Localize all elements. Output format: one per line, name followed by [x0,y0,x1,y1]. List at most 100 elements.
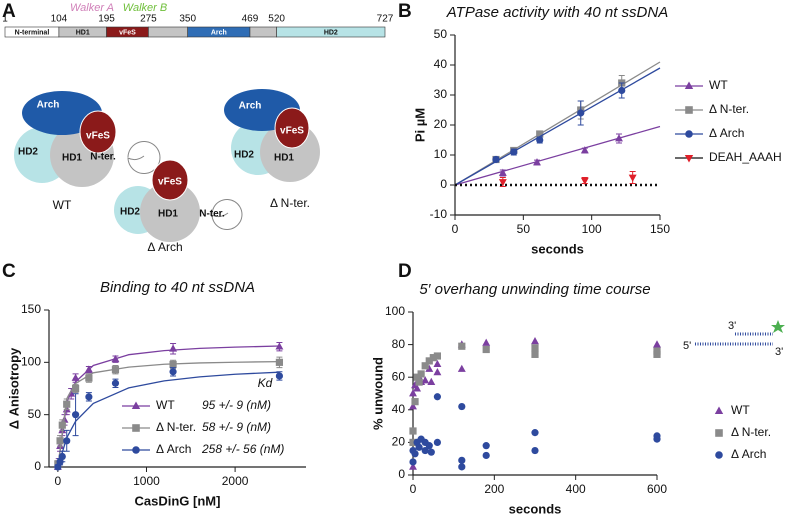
point [531,350,539,358]
point [409,458,417,466]
point [409,389,417,397]
x-tick-label: 600 [647,482,667,496]
point [433,393,441,401]
x-tick-label: 400 [566,482,586,496]
point [169,368,177,376]
point [433,352,441,360]
strand-end: 3' [728,320,736,332]
point [482,451,490,460]
residue-label: 727 [377,14,394,25]
y-axis-label: % unwound [370,357,385,430]
panel-label: A [2,1,16,22]
y-tick-label: -10 [430,207,448,221]
legend-label: Δ Arch [731,447,766,461]
legend-label: WT [156,398,175,412]
legend-label: Δ Arch [709,126,744,140]
vfes [151,159,189,201]
y-axis-label: Δ Anisotropy [6,347,21,429]
point [615,134,623,142]
y-tick-label: 40 [434,57,448,71]
point [63,400,71,408]
y-tick-label: 80 [392,337,406,351]
point [458,342,466,350]
point [531,344,539,352]
point [498,179,507,187]
label: HD2 [120,207,140,218]
y-tick-label: 0 [440,177,447,191]
point [531,446,539,455]
cartoon-wt: Arch vFeS HD2 HD1 N-ter. WT [14,91,161,212]
point [131,401,141,410]
panel-label: C [2,261,16,282]
kd-label: 95 +/- 9 (nM) [202,398,271,412]
point [580,177,589,185]
point [413,373,421,381]
point [427,448,435,456]
cartoon-name: Δ N-ter. [270,196,310,210]
point [433,359,442,368]
x-tick-label: 2000 [222,474,249,488]
point [85,374,93,382]
domain-label: HD2 [324,29,338,36]
panel-label: D [398,261,412,282]
y-tick-label: 100 [385,304,405,318]
x-axis-label: seconds [531,241,584,256]
label: N-ter. [199,209,225,220]
domain-label: N-terminal [15,29,50,36]
fit-line [57,371,280,468]
point [63,437,71,445]
panel-label: B [398,1,412,22]
residue-label: 104 [51,14,68,25]
domain [148,26,188,38]
point [409,427,417,435]
point [482,345,490,354]
point [425,364,434,372]
domain-label: HD1 [76,29,90,36]
y-tick-label: 40 [392,402,406,416]
point [714,406,724,415]
point [685,106,693,114]
point [433,438,441,446]
point [482,338,491,346]
residue-label: 1 [2,14,8,25]
point [536,130,544,138]
point [111,379,120,387]
point [618,86,626,95]
point [421,362,429,370]
domain-label: vFeS [119,29,136,36]
label: HD2 [234,150,254,161]
label: N-ter. [90,152,116,163]
point [275,372,284,380]
point [71,411,80,419]
x-tick-label: 1000 [133,474,160,488]
point [411,398,419,406]
point [409,462,417,470]
x-axis-label: CasDinG [nM] [135,493,221,508]
point [533,158,541,166]
strand-end: 3' [775,346,783,358]
point [536,136,544,144]
n-ter [211,199,243,230]
point [425,442,433,450]
fit-line [454,61,661,186]
vfes [79,110,117,154]
y-tick-label: 0 [34,459,41,473]
point [415,378,423,386]
fit-line [454,67,661,186]
point [715,429,723,437]
label: HD1 [62,153,82,164]
point [169,344,178,352]
x-axis-label: seconds [509,501,562,516]
x-tick-label: 0 [410,482,417,496]
y-axis-label: Pi µM [412,108,427,142]
hd1 [140,182,200,242]
legend-label: Δ N-ter. [709,102,749,116]
label: HD1 [274,153,294,164]
y-tick-label: 20 [392,435,406,449]
point [111,354,120,363]
y-tick-label: 50 [28,407,42,421]
x-tick-label: 150 [650,222,670,236]
kd-label: 58 +/- 9 (nM) [202,420,271,434]
point [275,358,284,366]
fit-line [57,360,280,468]
